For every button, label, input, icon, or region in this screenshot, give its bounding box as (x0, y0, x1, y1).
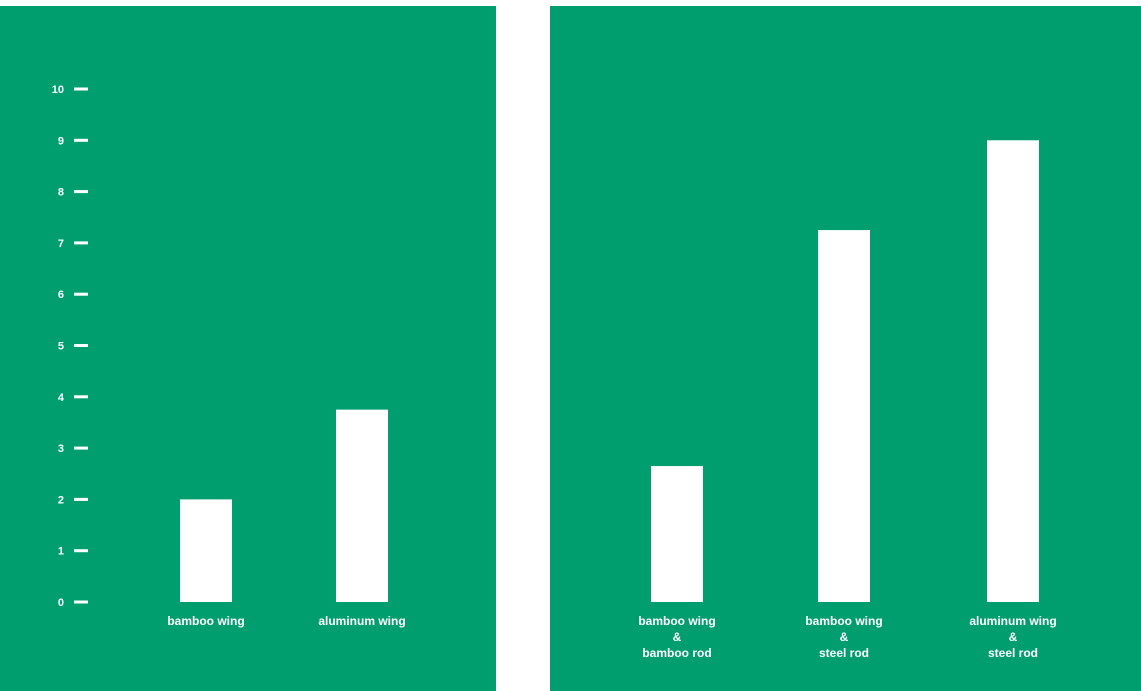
bar (818, 230, 870, 602)
x-category-label: aluminum wing (318, 614, 405, 628)
x-category-label-line: bamboo wing (638, 614, 715, 628)
x-category-label-line: & (840, 630, 849, 644)
x-category-label: aluminum wing & steel rod (969, 614, 1056, 660)
x-category-label-line: & (673, 630, 682, 644)
y-tick-mark (74, 600, 88, 604)
y-tick-mark (74, 190, 88, 194)
y-tick-label: 3 (58, 443, 64, 455)
y-tick-label: 2 (58, 494, 64, 506)
x-category-label-line: & (1009, 630, 1018, 644)
x-category-label-line: steel rod (819, 646, 869, 660)
bar-chart-right: bamboo wing & bamboo rod bamboo wing & steel … (550, 6, 1141, 691)
y-tick-label: 1 (58, 546, 64, 558)
y-tick-mark (74, 87, 88, 91)
y-tick-mark (74, 395, 88, 399)
bar-chart-left: 0 1 2 3 4 5 6 7 8 9 10 bamboo wing aluminum wing (0, 6, 496, 691)
y-tick-label: 0 (58, 597, 64, 609)
x-category-label-line: bamboo wing (805, 614, 882, 628)
x-category-label-line: aluminum wing (969, 614, 1056, 628)
y-tick-mark (74, 344, 88, 347)
x-category-label-line: bamboo rod (642, 646, 711, 660)
bar (180, 499, 232, 602)
chart-panel-left: 0 1 2 3 4 5 6 7 8 9 10 bamboo wing aluminum wing (0, 6, 496, 691)
y-tick-label: 5 (58, 341, 64, 353)
y-tick-label: 6 (58, 289, 64, 301)
y-tick-label: 9 (58, 135, 64, 147)
x-category-label: bamboo wing (167, 614, 244, 628)
x-category-label-line: aluminum wing (318, 614, 405, 628)
bar (651, 466, 703, 602)
x-category-label-line: bamboo wing (167, 614, 244, 628)
chart-background (0, 6, 496, 691)
y-tick-mark (74, 497, 88, 501)
y-tick-mark (74, 446, 88, 450)
bar (336, 409, 388, 602)
y-tick-label: 10 (52, 84, 64, 96)
x-category-label-line: steel rod (988, 646, 1038, 660)
y-tick-mark (74, 292, 88, 296)
chart-panel-right: bamboo wing & bamboo rod bamboo wing & steel … (550, 6, 1141, 691)
y-tick-mark (74, 549, 88, 553)
y-tick-label: 4 (58, 392, 65, 404)
y-tick-label: 7 (58, 238, 64, 250)
x-category-label: bamboo wing & steel rod (805, 614, 882, 660)
y-tick-mark (74, 241, 88, 245)
y-tick-mark (74, 138, 88, 142)
y-tick-label: 8 (58, 187, 64, 199)
x-category-label: bamboo wing & bamboo rod (638, 614, 715, 660)
bar (987, 140, 1039, 603)
